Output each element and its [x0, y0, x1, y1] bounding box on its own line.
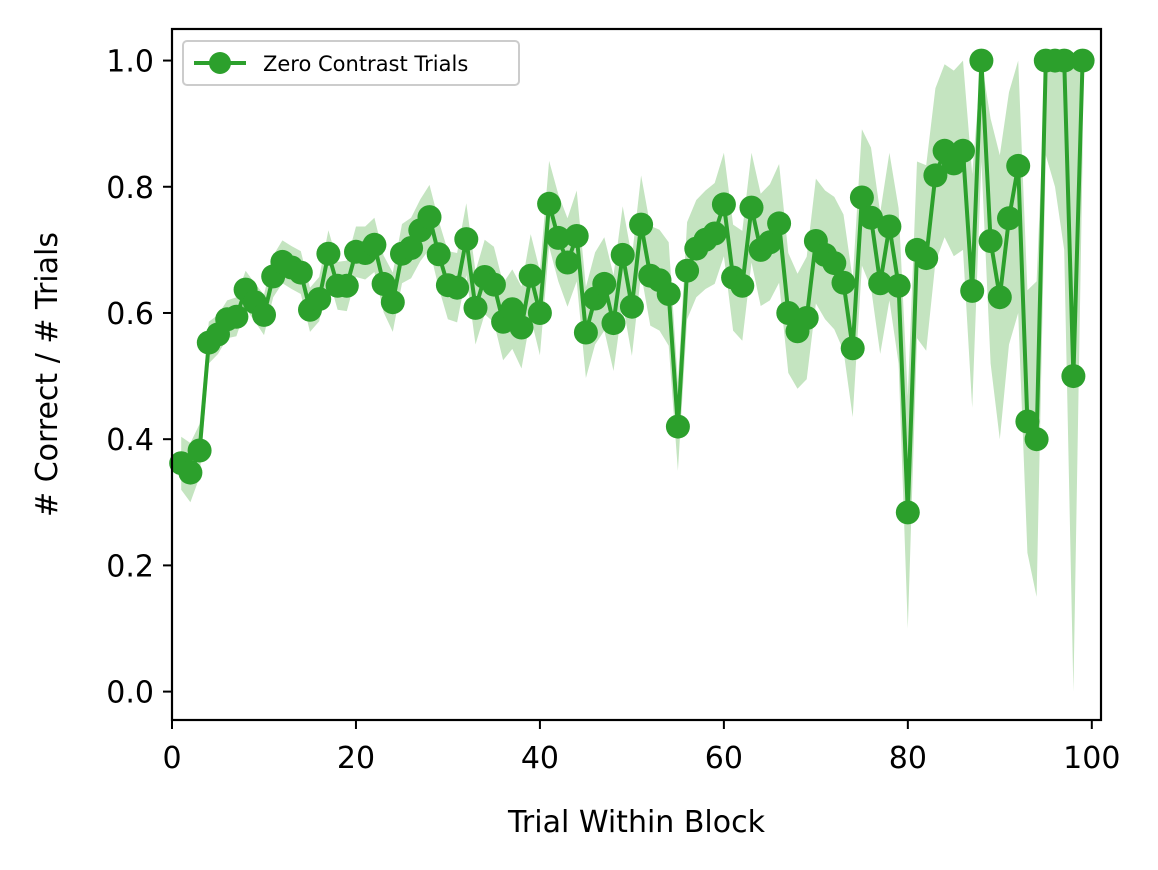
- confidence-band: [181, 60, 1083, 692]
- x-tick-label: 80: [889, 741, 927, 776]
- data-point: [987, 285, 1012, 310]
- data-point: [178, 460, 203, 485]
- data-point: [537, 191, 562, 216]
- data-point: [877, 214, 902, 239]
- data-point: [564, 224, 589, 248]
- data-point: [711, 192, 736, 217]
- data-point: [656, 282, 681, 306]
- x-tick-label: 40: [521, 741, 559, 776]
- data-point: [187, 438, 212, 463]
- legend-box: [182, 40, 520, 86]
- data-point: [454, 227, 479, 252]
- data-point: [840, 336, 865, 361]
- x-tick-label: 100: [1063, 741, 1120, 776]
- legend: Zero Contrast Trials: [182, 40, 520, 86]
- data-point: [895, 500, 920, 525]
- plot-frame: [170, 27, 1103, 722]
- data-point: [886, 273, 911, 298]
- data-point: [362, 232, 387, 257]
- data-point: [923, 163, 948, 188]
- confidence-band-layer: [181, 60, 1083, 692]
- y-tick-label: 0.2: [106, 549, 154, 584]
- data-point: [960, 278, 985, 303]
- x-tick-label: 0: [162, 741, 181, 776]
- y-tick-label: 0.6: [106, 297, 154, 332]
- x-axis-ticks: 0 20 40 60 80 100: [162, 720, 1120, 776]
- data-point: [730, 273, 755, 298]
- data-point: [555, 250, 580, 275]
- data-point: [399, 236, 424, 260]
- y-axis-ticks: 0.0 0.2 0.4 0.6 0.8 1.0: [106, 45, 172, 711]
- data-point: [739, 195, 764, 220]
- data-point: [619, 294, 644, 319]
- data-point: [500, 297, 525, 322]
- data-point: [371, 271, 396, 296]
- data-point: [316, 241, 341, 266]
- y-tick-label: 1.0: [106, 45, 154, 80]
- legend-label: Zero Contrast Trials: [263, 52, 468, 76]
- data-point: [417, 205, 442, 230]
- data-point: [1015, 409, 1040, 434]
- data-point: [252, 302, 276, 327]
- data-point: [767, 211, 792, 236]
- data-point: [307, 287, 332, 312]
- x-tick-label: 60: [705, 741, 743, 776]
- data-point: [665, 414, 690, 439]
- data-point: [610, 242, 635, 267]
- data-point: [978, 229, 1003, 253]
- data-point: [463, 295, 488, 320]
- y-axis-label: # Correct / # Trials: [30, 232, 65, 517]
- y-tick-label: 0.0: [106, 676, 154, 711]
- y-tick-label: 0.4: [106, 423, 154, 458]
- data-point: [1024, 427, 1049, 452]
- data-point: [224, 304, 249, 329]
- data-point: [509, 315, 534, 340]
- x-axis-label: Trial Within Block: [507, 805, 766, 840]
- series-marker-layer: [169, 48, 1095, 525]
- y-tick-label: 0.8: [106, 171, 154, 206]
- data-point: [380, 290, 405, 315]
- data-point: [1006, 153, 1031, 178]
- data-point: [1070, 48, 1095, 73]
- data-point: [288, 260, 313, 285]
- data-point: [1052, 48, 1077, 73]
- data-point: [481, 272, 506, 297]
- data-point: [527, 301, 552, 325]
- data-point: [822, 251, 847, 276]
- data-point: [445, 275, 470, 300]
- data-point: [794, 306, 819, 330]
- data-point: [951, 138, 975, 163]
- data-point: [629, 212, 654, 237]
- data-point: [702, 221, 727, 246]
- data-point: [518, 263, 543, 288]
- data-point: [914, 246, 939, 271]
- x-tick-label: 20: [337, 741, 375, 776]
- data-point: [868, 271, 893, 296]
- data-point: [1061, 364, 1086, 389]
- data-point: [859, 205, 883, 230]
- data-point: [334, 273, 359, 298]
- data-point: [426, 242, 451, 267]
- data-point: [776, 301, 801, 325]
- data-point: [675, 258, 700, 283]
- data-point: [601, 311, 626, 336]
- data-point: [969, 48, 994, 73]
- data-point: [997, 206, 1021, 231]
- data-point: [573, 320, 598, 345]
- data-point: [849, 185, 874, 210]
- legend-marker-swatch: [209, 52, 231, 74]
- data-point: [831, 270, 856, 295]
- data-point: [592, 271, 617, 296]
- data-point: [757, 230, 782, 255]
- data-point: [546, 225, 571, 250]
